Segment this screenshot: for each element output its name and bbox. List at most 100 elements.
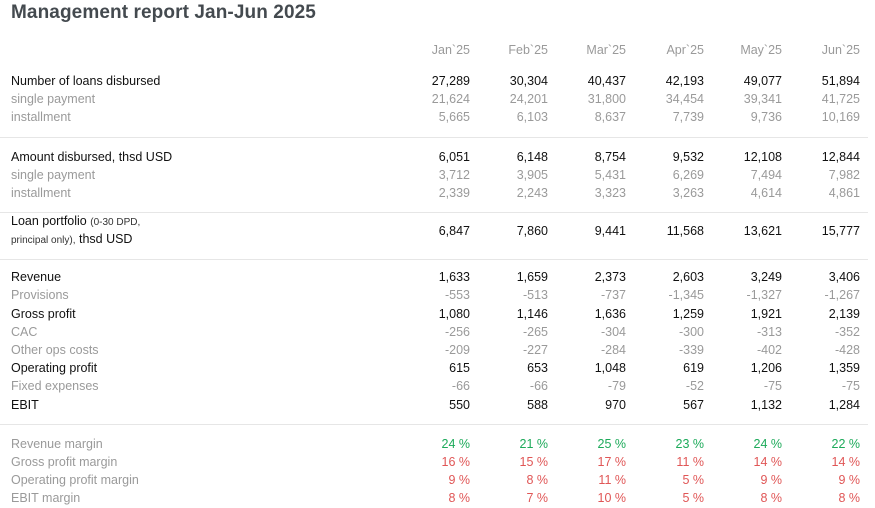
cell-value: 619	[683, 361, 704, 376]
table-row: CAC -256 -265 -304 -300 -313 -352	[0, 323, 868, 341]
cell-value: 1,259	[672, 306, 704, 321]
cell-value: 1,146	[516, 306, 548, 321]
cell-value: 3,249	[750, 270, 782, 285]
cell-value: 5,665	[438, 110, 470, 125]
margin-value: 8 %	[760, 491, 782, 506]
row-label: Fixed expenses	[11, 379, 99, 394]
cell-value: 1,359	[828, 361, 860, 376]
cell-value: 2,603	[672, 270, 704, 285]
row-label: installment	[11, 110, 71, 125]
cell-value: -66	[451, 379, 470, 394]
cell-value: 2,373	[594, 270, 626, 285]
table-row: Gross profit 1,080 1,146 1,636 1,259 1,9…	[0, 305, 868, 323]
table-row: EBIT margin 8 % 7 % 10 % 5 % 8 % 8 %	[0, 489, 868, 507]
month-header: Mar`25	[586, 43, 626, 57]
cell-value: 42,193	[665, 74, 704, 88]
margin-value: 5 %	[682, 473, 704, 488]
cell-value: 41,725	[821, 92, 860, 107]
section-divider	[0, 249, 868, 261]
cell-value: 7,739	[672, 110, 704, 125]
table-row: single payment 3,712 3,905 5,431 6,269 7…	[0, 166, 868, 184]
row-label-unit: thsd USD	[78, 232, 133, 247]
row-label: Loan portfolio (0-30 DPD, principal only…	[0, 213, 400, 250]
cell-value: 51,894	[821, 74, 860, 88]
row-label: EBIT margin	[11, 491, 81, 506]
cell-value: 15,777	[821, 224, 860, 239]
row-label: single payment	[11, 92, 96, 107]
margin-value: 15 %	[519, 455, 549, 470]
cell-value: -209	[444, 343, 470, 358]
cell-value: 6,269	[672, 167, 704, 182]
table-row: EBIT 550 588 970 567 1,132 1,284	[0, 396, 868, 414]
margin-value: 24 %	[753, 436, 783, 451]
margin-value: 11 %	[598, 473, 626, 488]
margin-value: 24 %	[441, 436, 471, 451]
cell-value: 1,048	[594, 361, 626, 376]
cell-value: 9,532	[672, 149, 704, 164]
table-row: Number of loans disbursed 27,289 30,304 …	[0, 72, 868, 90]
cell-value: 6,847	[438, 224, 470, 239]
table-row: Revenue margin 24 % 21 % 25 % 23 % 24 % …	[0, 435, 868, 453]
cell-value: 4,614	[750, 186, 782, 201]
cell-value: 7,494	[750, 167, 782, 182]
cell-value: 10,169	[821, 110, 860, 125]
table-row: Operating profit margin 9 % 8 % 11 % 5 %…	[0, 471, 868, 489]
row-label: Operating profit	[11, 361, 98, 376]
cell-value: -313	[756, 324, 782, 339]
row-label: CAC	[11, 324, 38, 339]
cell-value: 11,568	[666, 224, 704, 239]
margin-value: 16 %	[441, 455, 471, 470]
cell-value: 7,860	[516, 224, 548, 239]
margin-value: 14 %	[753, 455, 783, 470]
cell-value: 6,103	[516, 110, 548, 125]
row-label-main: Loan portfolio	[11, 214, 87, 229]
cell-value: 27,289	[431, 74, 470, 88]
table-row: Other ops costs -209 -227 -284 -339 -402…	[0, 341, 868, 359]
row-label: installment	[11, 186, 71, 201]
month-header: Feb`25	[508, 43, 548, 57]
margin-value: 9 %	[448, 473, 470, 488]
cell-value: 615	[449, 361, 470, 376]
cell-value: 8,637	[594, 110, 626, 125]
margin-value: 17 %	[597, 455, 627, 470]
cell-value: -304	[600, 324, 626, 339]
cell-value: 5,431	[594, 167, 626, 182]
margin-value: 9 %	[760, 473, 782, 488]
month-header: Jun`25	[821, 43, 860, 57]
row-label: Revenue margin	[11, 436, 103, 451]
cell-value: 653	[527, 361, 548, 376]
cell-value: 1,132	[750, 397, 782, 412]
cell-value: 13,621	[743, 224, 782, 239]
cell-value: 1,284	[828, 397, 860, 412]
cell-value: 49,077	[743, 74, 782, 88]
cell-value: 1,921	[750, 306, 782, 321]
cell-value: -227	[522, 343, 548, 358]
cell-value: 3,323	[594, 186, 626, 201]
row-label: Operating profit margin	[11, 473, 139, 488]
cell-value: 550	[449, 397, 470, 412]
cell-value: 2,139	[828, 306, 860, 321]
month-header: Apr`25	[666, 43, 704, 57]
cell-value: -1,327	[746, 288, 782, 303]
cell-value: -79	[607, 379, 626, 394]
cell-value: -352	[834, 324, 860, 339]
page-title: Management report Jan-Jun 2025	[11, 2, 316, 23]
cell-value: 567	[683, 397, 704, 412]
cell-value: 6,148	[516, 149, 548, 164]
cell-value: 31,800	[587, 92, 626, 107]
margin-value: 8 %	[838, 491, 860, 506]
cell-value: 40,437	[587, 74, 626, 88]
cell-value: 39,341	[743, 92, 782, 107]
cell-value: -737	[600, 288, 626, 303]
cell-value: 3,712	[438, 167, 470, 182]
cell-value: -1,345	[668, 288, 704, 303]
row-label: Revenue	[11, 270, 62, 285]
cell-value: 12,844	[821, 149, 860, 164]
cell-value: -339	[678, 343, 704, 358]
cell-value: 30,304	[509, 74, 548, 88]
cell-value: 1,636	[594, 306, 626, 321]
cell-value: 1,206	[750, 361, 782, 376]
section-divider	[0, 126, 868, 138]
table-row: installment 5,665 6,103 8,637 7,739 9,73…	[0, 108, 868, 126]
